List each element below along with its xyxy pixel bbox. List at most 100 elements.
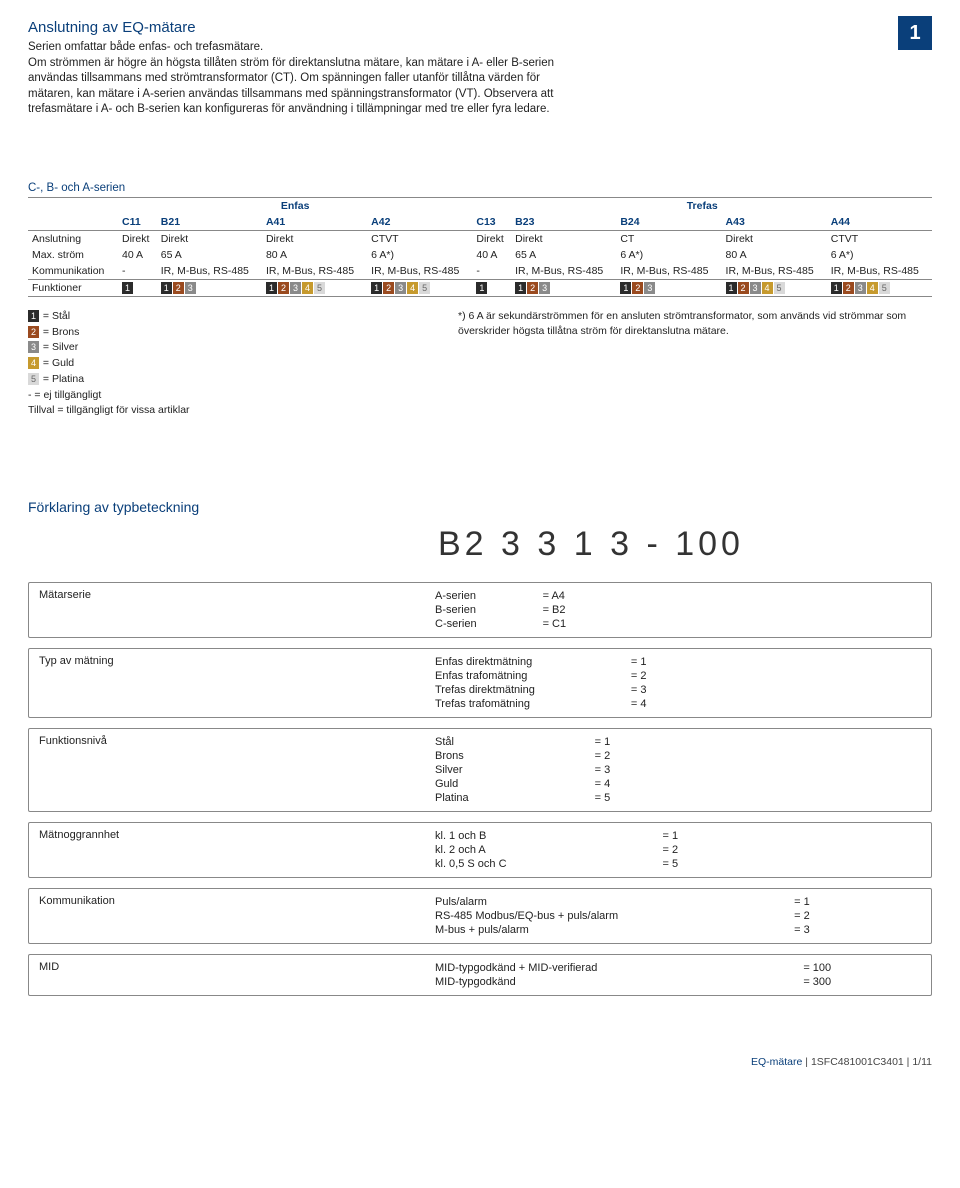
- row-maxstrom: Max. ström 40 A 65 A 80 A 6 A*) 40 A 65 …: [28, 247, 932, 263]
- funk-cell-4: 1: [472, 279, 511, 296]
- type-map-row: B-serien= B2: [429, 603, 572, 617]
- col-a42: A42: [367, 214, 472, 231]
- group-trefas: Trefas: [472, 197, 932, 214]
- intro-line-0: Serien omfattar både enfas- och trefasmä…: [28, 40, 588, 56]
- type-map-row: Guld= 4: [429, 777, 616, 791]
- level-badge-5: 5: [419, 282, 430, 294]
- type-map-row: Trefas trafomätning= 4: [429, 697, 652, 711]
- level-badge-1: 1: [726, 282, 737, 294]
- type-map-row: MID-typgodkänd= 300: [429, 975, 837, 989]
- level-badge-4: 4: [407, 282, 418, 294]
- level-badge-3: 3: [395, 282, 406, 294]
- legend-right: *) 6 A är sekundärströmmen för en anslut…: [348, 309, 932, 419]
- level-badge-2: 2: [738, 282, 749, 294]
- funk-cell-5: 123: [511, 279, 616, 296]
- col-c11: C11: [118, 214, 157, 231]
- level-badge-1: 1: [266, 282, 277, 294]
- level-badge-1: 1: [515, 282, 526, 294]
- funk-cell-1: 123: [157, 279, 262, 296]
- level-badge-2: 2: [632, 282, 643, 294]
- level-badge-1: 1: [28, 310, 39, 322]
- legend-row: 1 = Stål2 = Brons3 = Silver4 = Guld5 = P…: [28, 309, 932, 419]
- level-badge-4: 4: [867, 282, 878, 294]
- level-badge-4: 4: [762, 282, 773, 294]
- type-map-row: MID-typgodkänd + MID-verifierad= 100: [429, 961, 837, 975]
- level-badge-5: 5: [774, 282, 785, 294]
- col-a43: A43: [722, 214, 827, 231]
- legend-item: 2 = Brons: [28, 325, 348, 341]
- type-map-row: Silver= 3: [429, 763, 616, 777]
- level-badge-3: 3: [28, 341, 39, 353]
- footer-brand: EQ-mätare: [751, 1056, 802, 1068]
- level-badge-4: 4: [302, 282, 313, 294]
- level-badge-3: 3: [855, 282, 866, 294]
- funk-cell-3: 12345: [367, 279, 472, 296]
- level-badge-3: 3: [750, 282, 761, 294]
- type-block-label: Mätarserie: [39, 589, 429, 631]
- legend-item: 4 = Guld: [28, 356, 348, 372]
- series-column-header: C11 B21 A41 A42 C13 B23 B24 A43 A44: [28, 214, 932, 231]
- type-block-2: FunktionsnivåStål= 1Brons= 2Silver= 3Gul…: [28, 728, 932, 812]
- type-block-0: MätarserieA-serien= A4B-serien= B2C-seri…: [28, 582, 932, 638]
- type-heading: Förklaring av typbeteckning: [28, 499, 932, 515]
- level-badge-1: 1: [620, 282, 631, 294]
- type-map-row: Puls/alarm= 1: [429, 895, 816, 909]
- footer-page: 1/11: [912, 1056, 932, 1068]
- type-map-row: Enfas trafomätning= 2: [429, 669, 652, 683]
- type-map-row: kl. 0,5 S och C= 5: [429, 857, 684, 871]
- type-map-row: Brons= 2: [429, 749, 616, 763]
- col-b21: B21: [157, 214, 262, 231]
- level-badge-5: 5: [28, 373, 39, 385]
- page-number: 1: [909, 22, 920, 45]
- series-table: Enfas Trefas C11 B21 A41 A42 C13 B23 B24…: [28, 197, 932, 297]
- type-map-row: Stål= 1: [429, 735, 616, 749]
- level-badge-3: 3: [644, 282, 655, 294]
- level-badge-1: 1: [161, 282, 172, 294]
- level-badge-4: 4: [28, 357, 39, 369]
- funk-cell-0: 1: [118, 279, 157, 296]
- type-map-row: M-bus + puls/alarm= 3: [429, 923, 816, 937]
- type-map-row: Platina= 5: [429, 791, 616, 805]
- type-map-row: A-serien= A4: [429, 589, 572, 603]
- level-badge-1: 1: [476, 282, 487, 294]
- col-c13: C13: [472, 214, 511, 231]
- page-corner-badge: 1: [898, 16, 932, 50]
- level-badge-3: 3: [185, 282, 196, 294]
- type-block-label: Mätnoggrannhet: [39, 829, 429, 871]
- row-kommunikation: Kommunikation - IR, M-Bus, RS-485 IR, M-…: [28, 263, 932, 280]
- level-badge-2: 2: [527, 282, 538, 294]
- type-block-label: Kommunikation: [39, 895, 429, 937]
- legend-item: 3 = Silver: [28, 340, 348, 356]
- funk-cell-8: 12345: [827, 279, 932, 296]
- intro-block: Anslutning av EQ-mätare Serien omfattar …: [28, 18, 588, 118]
- level-badge-5: 5: [879, 282, 890, 294]
- row-komm-label: Kommunikation: [28, 263, 118, 280]
- funk-cell-2: 12345: [262, 279, 367, 296]
- row-anslutning-label: Anslutning: [28, 230, 118, 247]
- series-section: C-, B- och A-serien Enfas Trefas C11 B21…: [28, 182, 932, 419]
- type-map-row: Enfas direktmätning= 1: [429, 655, 652, 669]
- type-map-row: RS-485 Modbus/EQ-bus + puls/alarm= 2: [429, 909, 816, 923]
- type-map-row: kl. 2 och A= 2: [429, 843, 684, 857]
- level-badge-1: 1: [122, 282, 133, 294]
- col-b24: B24: [616, 214, 721, 231]
- type-map-row: C-serien= C1: [429, 617, 572, 631]
- row-funktioner: Funktioner 1 123 12345 12345 1 123 123 1…: [28, 279, 932, 296]
- type-block-4: KommunikationPuls/alarm= 1RS-485 Modbus/…: [28, 888, 932, 944]
- type-block-label: Funktionsnivå: [39, 735, 429, 805]
- type-blocks: MätarserieA-serien= A4B-serien= B2C-seri…: [28, 582, 932, 996]
- row-anslutning: Anslutning Direkt Direkt Direkt CTVT Dir…: [28, 230, 932, 247]
- type-block-label: MID: [39, 961, 429, 989]
- legend-item: 1 = Stål: [28, 309, 348, 325]
- intro-line-1: Om strömmen är högre än högsta tillåten …: [28, 56, 588, 118]
- legend-item: - = ej tillgängligt: [28, 388, 348, 404]
- page-title: Anslutning av EQ-mätare: [28, 18, 588, 38]
- level-badge-1: 1: [371, 282, 382, 294]
- funk-cell-7: 12345: [722, 279, 827, 296]
- row-funk-label: Funktioner: [28, 279, 118, 296]
- footer-code: 1SFC481001C3401: [811, 1056, 904, 1068]
- type-map-row: kl. 1 och B= 1: [429, 829, 684, 843]
- type-block-label: Typ av mätning: [39, 655, 429, 711]
- type-example: B2 3 3 1 3 - 100: [438, 525, 932, 564]
- level-badge-2: 2: [843, 282, 854, 294]
